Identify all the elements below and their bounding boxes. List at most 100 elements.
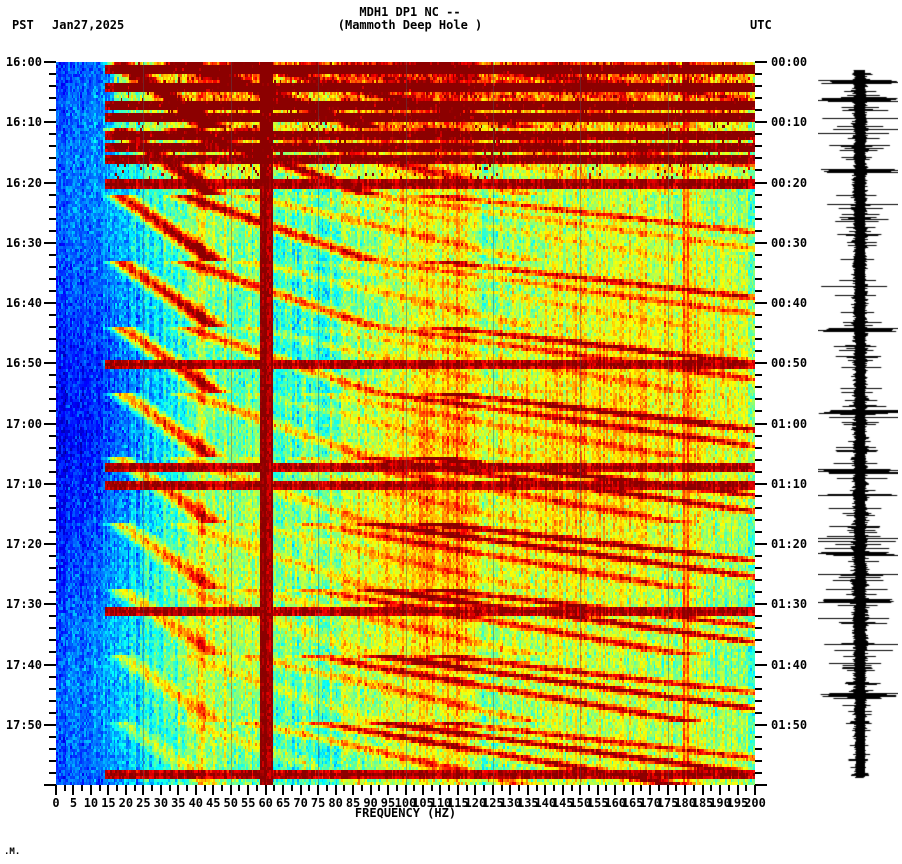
time-tick-minor (49, 759, 56, 762)
time-tick-minor (49, 699, 56, 702)
time-tick-minor (755, 639, 762, 642)
time-tick-minor (49, 314, 56, 317)
time-tick-major (755, 482, 767, 485)
timezone-label-left: PST (12, 18, 34, 32)
frequency-tick-label: 55 (240, 796, 256, 810)
time-tick-minor (49, 217, 56, 220)
time-tick-minor (49, 591, 56, 594)
frequency-tick-label: 130 (499, 796, 522, 810)
time-tick-major (44, 603, 56, 606)
time-tick-minor (49, 350, 56, 353)
time-tick-minor (755, 169, 762, 172)
freq-tick-minor (116, 785, 119, 791)
time-tick-major (44, 723, 56, 726)
time-tick-major (44, 784, 56, 786)
frequency-tick-label: 100 (394, 796, 417, 810)
time-tick-minor (49, 771, 56, 774)
frequency-tick-label: 35 (171, 796, 186, 810)
freq-tick-minor (692, 785, 695, 791)
freq-tick-major (631, 785, 634, 795)
time-tick-minor (755, 253, 762, 256)
freq-tick-minor (238, 785, 241, 791)
pst-time-label: 16:50 (5, 356, 42, 371)
time-tick-minor (755, 530, 762, 533)
station-subtitle: (Mammoth Deep Hole ) (337, 18, 483, 32)
time-tick-minor (755, 326, 762, 329)
frequency-tick-label: 110 (429, 796, 452, 810)
freq-tick-major (124, 785, 127, 795)
pst-time-label: 16:10 (5, 115, 42, 130)
freq-tick-minor (605, 785, 608, 791)
freq-tick-major (334, 785, 337, 795)
freq-tick-minor (273, 785, 276, 791)
time-tick-minor (755, 711, 762, 714)
freq-tick-major (544, 785, 547, 795)
time-tick-major (44, 663, 56, 666)
freq-tick-major (684, 785, 687, 795)
frequency-tick-label: 175 (656, 796, 679, 810)
freq-tick-minor (221, 785, 223, 791)
freq-tick-major (421, 785, 424, 795)
frequency-tick-label: 50 (223, 796, 238, 810)
freq-tick-major (142, 785, 145, 795)
freq-tick-minor (290, 785, 293, 791)
frequency-tick-label: 165 (621, 796, 644, 810)
header: PST Jan27,2025 MDH1 DP1 NC -- (Mammoth D… (0, 0, 902, 50)
time-tick-major (755, 241, 767, 244)
freq-tick-major (299, 785, 302, 795)
time-tick-minor (755, 567, 762, 570)
time-tick-minor (49, 97, 56, 100)
time-tick-minor (755, 193, 762, 196)
spectrogram-plot[interactable] (56, 62, 755, 785)
pst-time-label: 17:40 (5, 657, 42, 672)
freq-tick-minor (727, 785, 730, 791)
freq-tick-major (701, 785, 704, 795)
time-tick-minor (49, 747, 56, 750)
freq-tick-major (614, 785, 617, 795)
time-tick-minor (49, 434, 56, 437)
time-tick-major (755, 181, 767, 184)
freq-tick-minor (325, 785, 328, 791)
time-tick-major (44, 181, 56, 184)
freq-tick-major (387, 785, 390, 795)
utc-time-label: 00:10 (771, 115, 808, 130)
time-tick-minor (755, 386, 762, 389)
freq-tick-major (649, 785, 652, 795)
utc-time-label: 01:20 (771, 537, 808, 551)
time-tick-minor (49, 627, 56, 630)
pst-time-label: 17:00 (5, 416, 42, 431)
time-tick-minor (49, 193, 56, 196)
freq-tick-minor (518, 785, 521, 791)
time-tick-major (44, 121, 56, 124)
time-tick-minor (755, 350, 762, 353)
time-tick-major (44, 482, 56, 485)
time-tick-minor (755, 494, 762, 497)
freq-tick-major (579, 785, 582, 795)
frequency-tick-label: 30 (153, 796, 169, 810)
time-tick-minor (49, 458, 56, 461)
time-tick-minor (755, 374, 762, 377)
pst-time-label: 17:50 (5, 717, 42, 732)
freq-tick-major (719, 785, 722, 795)
seismogram-trace-panel (818, 62, 898, 785)
pst-time-label: 17:20 (5, 537, 42, 551)
freq-tick-minor (465, 785, 468, 791)
time-tick-minor (755, 699, 762, 702)
freq-tick-minor (186, 785, 189, 791)
time-tick-minor (49, 530, 56, 533)
time-tick-minor (49, 109, 56, 112)
time-tick-major (755, 302, 767, 304)
freq-tick-minor (81, 785, 84, 791)
frequency-tick-label: 0 (52, 796, 60, 810)
time-tick-major (44, 543, 56, 545)
time-tick-minor (755, 518, 762, 521)
time-tick-major (755, 784, 767, 786)
freq-tick-minor (430, 785, 433, 791)
time-tick-minor (755, 747, 762, 750)
frequency-tick-label: 190 (709, 796, 731, 810)
time-tick-minor (755, 555, 762, 558)
frequency-tick-label: 10 (83, 796, 99, 810)
pst-time-label: 17:10 (5, 476, 42, 491)
time-tick-minor (755, 458, 762, 461)
freq-tick-minor (203, 785, 206, 791)
